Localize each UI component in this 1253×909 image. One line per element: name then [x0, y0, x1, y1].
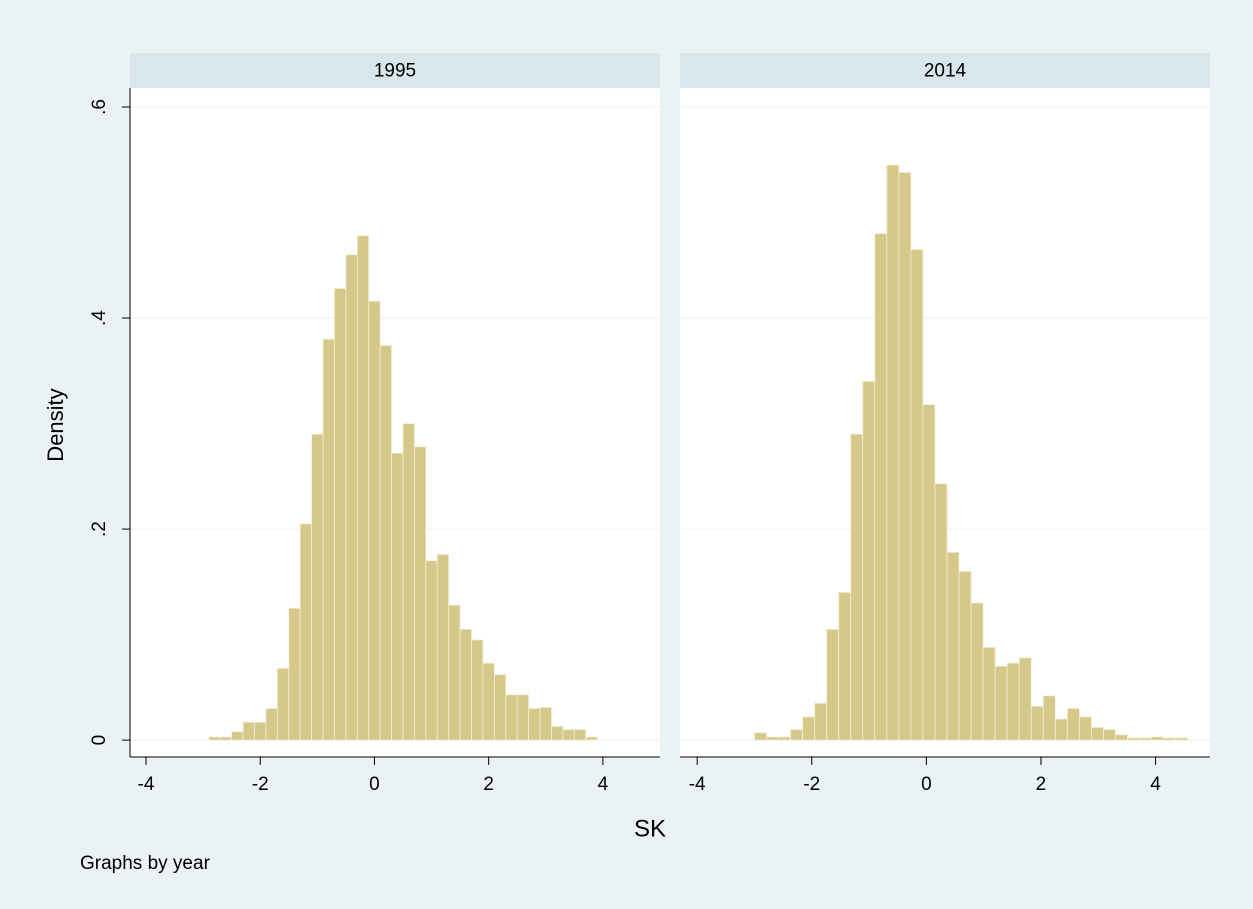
bar: [862, 380, 876, 741]
bar: [516, 694, 530, 741]
bar: [790, 729, 804, 741]
bar: [1115, 734, 1128, 741]
bar: [573, 729, 587, 741]
x-tick-label: -2: [252, 774, 269, 795]
bar: [368, 300, 381, 741]
bar: [539, 707, 552, 741]
bar: [585, 736, 598, 741]
strip: [680, 53, 1210, 88]
bar: [1078, 716, 1092, 741]
bar: [334, 288, 347, 741]
bar: [471, 639, 484, 741]
bar: [562, 729, 575, 741]
bar: [1030, 705, 1044, 741]
bar: [1175, 737, 1189, 741]
y-tick-label: .4: [89, 310, 110, 326]
x-tick-label: -4: [689, 774, 706, 795]
x-tick-label: 4: [1150, 774, 1161, 795]
bar: [208, 736, 221, 741]
bar: [1127, 737, 1140, 741]
bar: [970, 602, 984, 741]
bar: [1103, 729, 1116, 741]
bar: [528, 708, 541, 741]
bar: [242, 721, 255, 741]
y-axis-title: Density: [43, 388, 68, 461]
bar: [551, 725, 564, 741]
bar: [814, 702, 828, 741]
bar: [231, 731, 244, 741]
bar: [826, 628, 840, 741]
bar: [448, 604, 461, 741]
bar: [288, 607, 301, 741]
bar: [1163, 737, 1177, 741]
bar: [1018, 657, 1032, 741]
bar: [414, 446, 427, 741]
bar: [391, 452, 404, 741]
bar: [311, 433, 324, 741]
panel-title: 2014: [924, 61, 967, 82]
bar: [874, 233, 888, 741]
bar: [425, 560, 438, 741]
bar: [505, 694, 518, 741]
bar: [322, 338, 335, 741]
bar: [1054, 718, 1068, 741]
bar: [436, 554, 450, 741]
bar: [265, 708, 278, 741]
bar: [778, 736, 791, 741]
bar: [982, 646, 996, 741]
x-tick-label: 0: [921, 774, 932, 795]
bar: [934, 483, 948, 741]
bar: [219, 736, 233, 741]
bar: [838, 591, 852, 741]
bar: [482, 662, 495, 741]
x-tick-label: 0: [369, 774, 380, 795]
x-tick-label: -2: [803, 774, 820, 795]
x-tick-label: -4: [138, 774, 155, 795]
x-axis-title: SK: [634, 815, 666, 842]
bar: [254, 721, 267, 741]
bar: [958, 570, 972, 741]
bar: [1139, 737, 1152, 741]
bar: [994, 665, 1008, 741]
bar: [1151, 736, 1164, 741]
x-tick-label: 4: [598, 774, 609, 795]
bar: [299, 523, 313, 741]
bar: [754, 732, 767, 741]
bar: [276, 667, 290, 741]
bar: [946, 551, 960, 741]
panel-title: 1995: [374, 61, 416, 82]
y-tick-label: .2: [89, 521, 110, 537]
bar: [402, 423, 415, 741]
bar: [898, 172, 912, 741]
bar: [1042, 695, 1056, 741]
bar: [850, 433, 864, 741]
bar: [493, 674, 507, 741]
bar: [886, 164, 900, 741]
bar: [922, 404, 936, 741]
bar: [356, 235, 370, 741]
bar: [766, 736, 779, 741]
bar: [1006, 662, 1020, 741]
x-tick-label: 2: [483, 774, 494, 795]
y-tick-label: 0: [89, 735, 110, 746]
bar: [910, 249, 924, 741]
strip: [130, 53, 660, 88]
bar: [379, 345, 392, 741]
y-tick-label: .6: [89, 99, 110, 115]
bar: [1066, 708, 1080, 741]
note: Graphs by year: [80, 853, 211, 874]
x-tick-label: 2: [1036, 774, 1047, 795]
bar: [459, 628, 472, 741]
bar: [1090, 727, 1104, 741]
bar: [345, 254, 358, 741]
bar: [802, 716, 816, 741]
